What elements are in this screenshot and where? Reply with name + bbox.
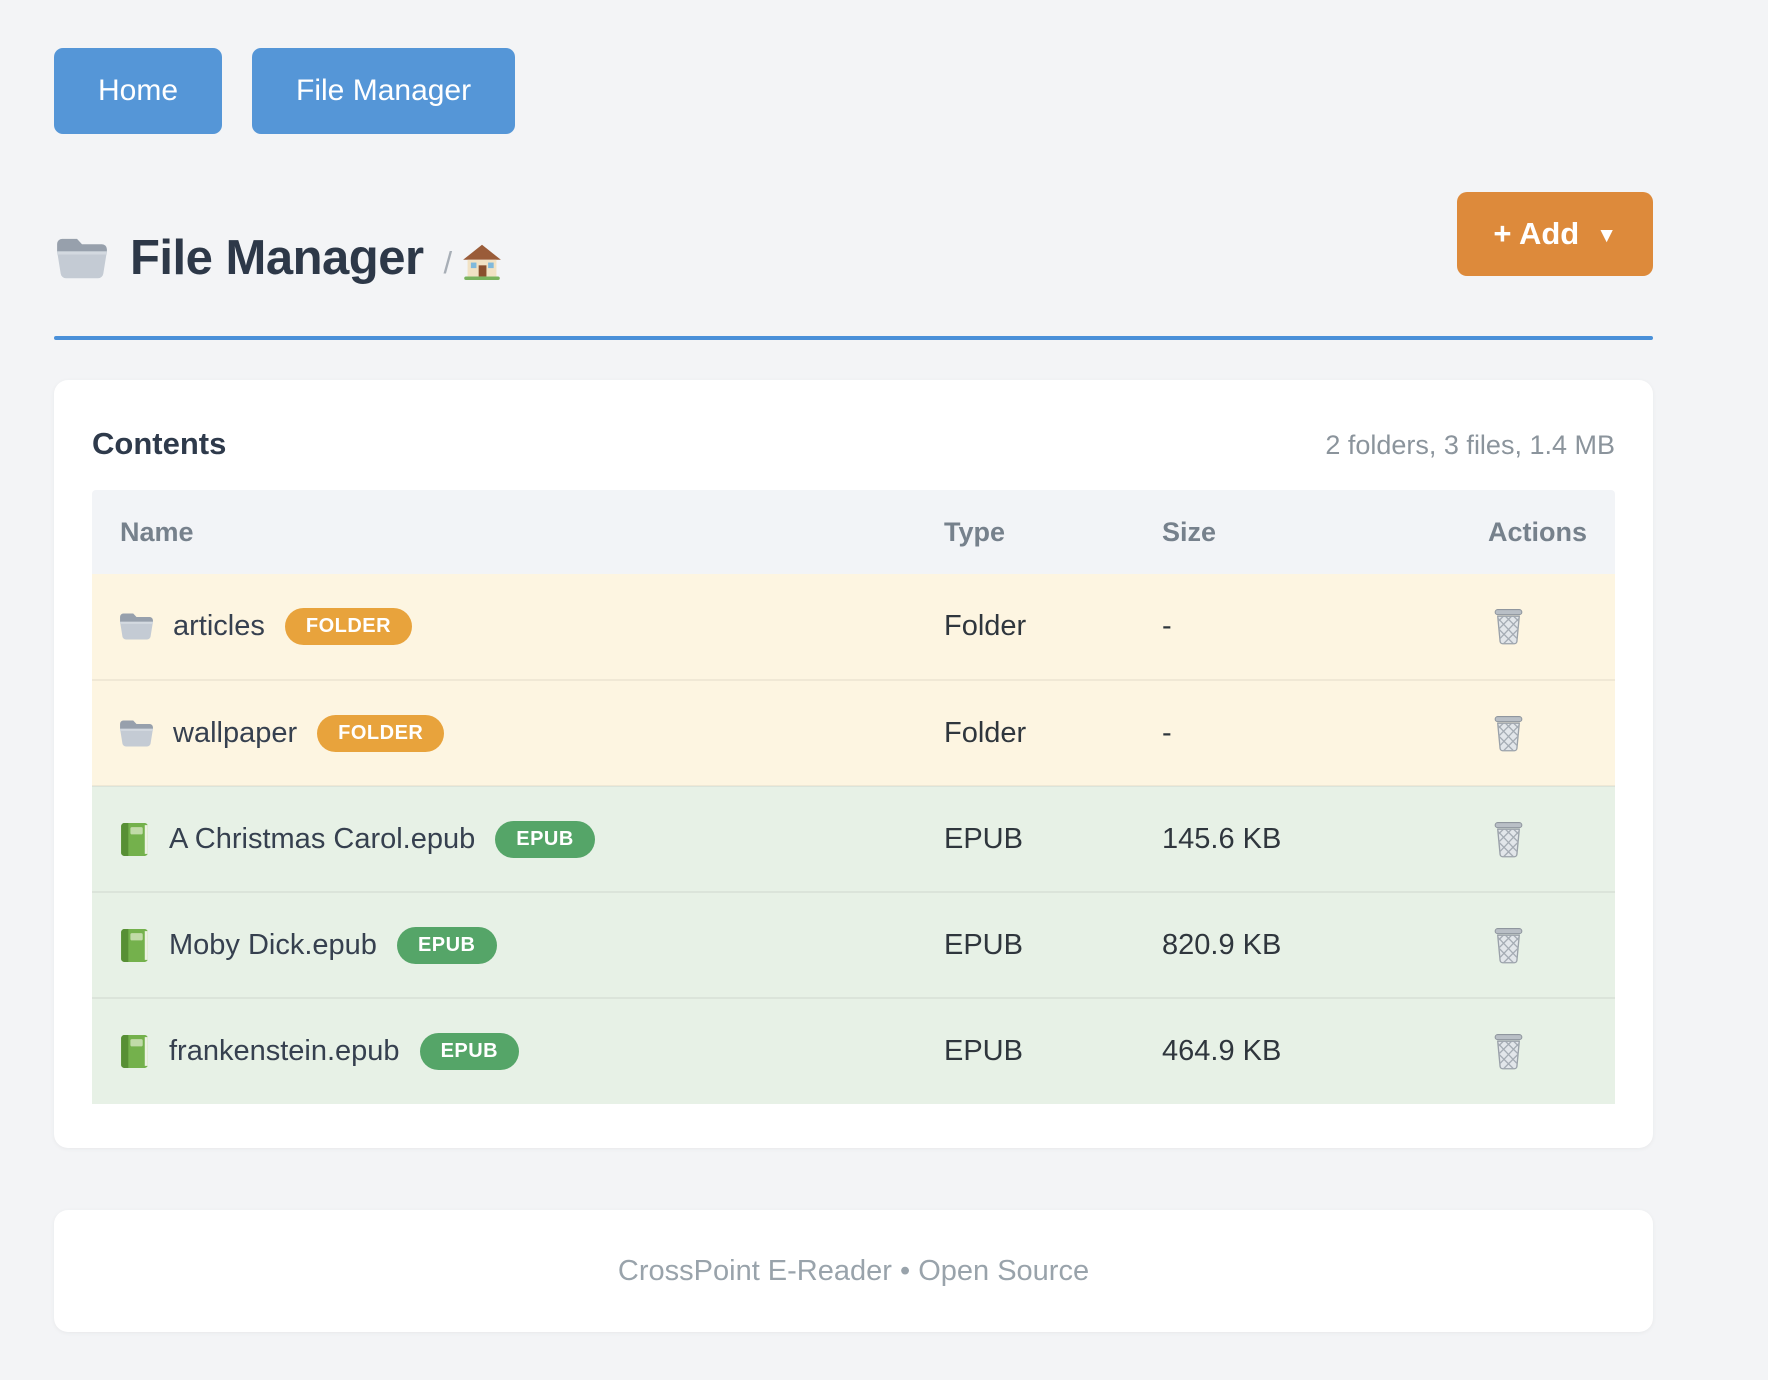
epub-badge: EPUB [396, 926, 497, 964]
folder-icon [118, 610, 155, 643]
page: Home File Manager File Manager / + Add ▼… [54, 48, 1653, 1332]
contents-card: Contents 2 folders, 3 files, 1.4 MB Name… [54, 380, 1653, 1148]
contents-summary: 2 folders, 3 files, 1.4 MB [1325, 430, 1615, 460]
trash-icon [1491, 607, 1526, 646]
trash-icon [1491, 926, 1526, 965]
column-header-type: Type [944, 490, 1162, 574]
type-cell: EPUB [944, 891, 1162, 998]
size-cell: 145.6 KB [1162, 785, 1402, 892]
epub-badge: EPUB [495, 820, 595, 858]
house-icon[interactable] [462, 242, 502, 282]
column-header-actions: Actions [1402, 490, 1615, 574]
table-row: wallpaper FOLDER Folder - [92, 679, 1615, 786]
add-button[interactable]: + Add ▼ [1457, 192, 1653, 276]
folder-name-link[interactable]: articles [173, 610, 265, 642]
folder-name-link[interactable]: wallpaper [173, 716, 298, 749]
page-title-group: File Manager / [54, 230, 502, 286]
size-cell: 464.9 KB [1162, 997, 1402, 1104]
type-cell: EPUB [944, 997, 1162, 1104]
contents-header: Contents 2 folders, 3 files, 1.4 MB [92, 426, 1615, 462]
file-table: Name Type Size Actions articles FOLDER F… [92, 490, 1615, 1104]
folder-icon [54, 235, 110, 282]
top-nav: Home File Manager [54, 48, 1653, 134]
type-cell: Folder [944, 679, 1162, 786]
delete-button[interactable] [1485, 708, 1532, 759]
delete-button[interactable] [1485, 920, 1532, 971]
caret-down-icon: ▼ [1596, 224, 1617, 247]
footer: CrossPoint E-Reader • Open Source [54, 1210, 1653, 1332]
column-header-name: Name [92, 490, 944, 574]
size-cell: - [1162, 574, 1402, 680]
folder-icon [118, 717, 155, 750]
size-cell: 820.9 KB [1162, 891, 1402, 998]
file-name-link[interactable]: frankenstein.epub [169, 1035, 400, 1067]
type-cell: Folder [944, 574, 1162, 680]
nav-file-manager-button[interactable]: File Manager [252, 48, 516, 134]
table-row: Moby Dick.epub EPUB EPUB 820.9 KB [92, 891, 1615, 998]
green-book-icon [118, 1033, 151, 1070]
delete-button[interactable] [1485, 601, 1532, 652]
column-header-size: Size [1162, 490, 1402, 574]
table-row: articles FOLDER Folder - [92, 574, 1615, 680]
type-cell: EPUB [944, 785, 1162, 892]
folder-badge: FOLDER [317, 714, 445, 752]
green-book-icon [118, 821, 151, 858]
delete-button[interactable] [1485, 814, 1532, 865]
green-book-icon [118, 927, 151, 964]
folder-badge: FOLDER [284, 608, 413, 645]
trash-icon [1491, 820, 1526, 859]
add-button-label: + Add [1493, 216, 1580, 251]
delete-button[interactable] [1485, 1026, 1532, 1077]
trash-icon [1491, 1032, 1526, 1071]
file-name-link[interactable]: A Christmas Carol.epub [169, 822, 476, 855]
table-row: frankenstein.epub EPUB EPUB 464.9 KB [92, 997, 1615, 1104]
contents-title: Contents [92, 426, 227, 461]
page-header: File Manager / + Add ▼ [54, 192, 1653, 286]
epub-badge: EPUB [419, 1033, 520, 1070]
nav-home-button[interactable]: Home [54, 48, 223, 134]
trash-icon [1491, 714, 1526, 753]
file-name-link[interactable]: Moby Dick.epub [169, 928, 377, 961]
size-cell: - [1162, 679, 1402, 786]
accent-divider [54, 336, 1653, 340]
page-title: File Manager [130, 231, 424, 285]
table-header-row: Name Type Size Actions [92, 490, 1615, 574]
footer-text: CrossPoint E-Reader • Open Source [617, 1254, 1090, 1287]
table-row: A Christmas Carol.epub EPUB EPUB 145.6 K… [92, 785, 1615, 892]
breadcrumb-separator: / [443, 245, 453, 280]
